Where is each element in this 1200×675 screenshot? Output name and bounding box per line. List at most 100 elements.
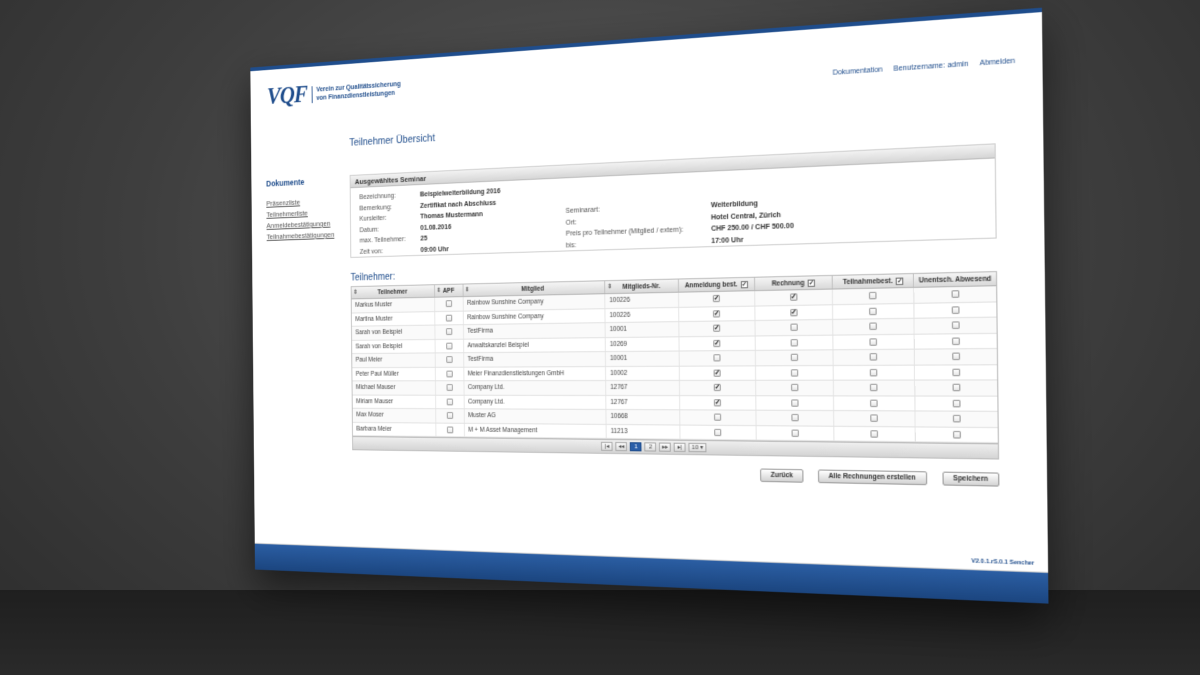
prev-page-button[interactable]: ◂◂ [615,442,628,452]
registration-confirmed-checkbox[interactable]: ✓ [713,398,721,407]
invoice-checkbox[interactable] [790,353,798,362]
sidebar-item-praesenzliste[interactable]: Präsenzliste [266,197,301,208]
registration-confirmed-checkbox[interactable] [713,354,721,362]
first-page-button[interactable]: |◂ [601,441,613,451]
sort-icon: ⇕ [353,289,358,296]
checkbox-cell [834,395,916,411]
registration-confirmed-checkbox[interactable]: ✓ [712,295,720,303]
registration-confirmed-checkbox[interactable]: ✓ [712,324,721,333]
attendance-confirmed-checkbox[interactable] [869,307,878,315]
column-header-teilnehmer[interactable]: ⇕ Teilnehmer [351,285,435,299]
attendance-confirmed-checkbox[interactable] [869,353,878,361]
last-page-button[interactable]: ▸| [673,442,686,452]
unexcused-absent-checkbox[interactable] [952,415,961,423]
invoice-checkbox[interactable]: ✓ [789,308,798,317]
page-1-button[interactable]: 1 [630,442,642,452]
seminar-label: Kursleiter: [359,215,387,223]
apf-checkbox[interactable] [446,370,453,378]
apf-checkbox[interactable] [446,384,453,392]
member-number-cell: 10001 [605,322,680,337]
checkbox-cell: ✓ [755,304,834,320]
attendance-confirmed-checkbox[interactable] [869,338,878,346]
registration-confirmed-checkbox[interactable]: ✓ [712,310,720,318]
unexcused-absent-checkbox[interactable] [951,290,959,299]
sidebar-item-anmeldebestaetigungen[interactable]: Anmeldebestätigungen [266,219,331,230]
checkbox-cell [834,365,916,380]
attendance-confirmed-checkbox[interactable] [869,292,877,300]
unexcused-absent-checkbox[interactable] [951,368,960,376]
column-label: Teilnehmer [377,288,408,296]
invoice-checkbox[interactable] [790,399,799,407]
documentation-link[interactable]: Dokumentation [832,66,883,77]
member-number-cell: 10269 [605,336,680,352]
column-header-anmeldung[interactable]: Anmeldung best. ✓ [678,277,755,292]
column-header-apf[interactable]: ⇕ APF [434,284,464,297]
sidebar-item-teilnahmebestaetigungen[interactable]: Teilnahmebestätigungen [266,230,335,242]
unexcused-absent-checkbox[interactable] [952,399,961,408]
attendance-confirmed-checkbox[interactable] [870,414,879,423]
apf-checkbox[interactable] [446,426,453,434]
member-number-cell: 12767 [606,395,681,410]
table-row[interactable]: Michael Mauser Company Ltd. 12767 ✓ [352,380,998,397]
attendance-confirmed-checkbox[interactable] [870,384,878,392]
checkbox-cell [755,365,835,380]
unexcused-absent-checkbox[interactable] [952,430,961,439]
logo-mark: VQF [266,81,308,110]
create-all-invoices-button[interactable]: Alle Rechnungen erstellen [817,469,927,486]
invoice-checkbox[interactable] [790,338,798,347]
registration-confirmed-checkbox[interactable]: ✓ [713,339,721,347]
checkbox-cell [435,367,465,381]
invoice-checkbox[interactable] [790,384,798,392]
page-size-select[interactable]: 10 ▾ [688,442,707,453]
apf-checkbox[interactable] [446,356,453,364]
page-2-button[interactable]: 2 [644,442,657,452]
save-button[interactable]: Speichern [941,471,1000,487]
sidebar-item-teilnehmerliste[interactable]: Teilnehmerliste [266,208,308,219]
apf-checkbox[interactable] [445,328,453,336]
unexcused-absent-checkbox[interactable] [951,306,960,314]
seminar-label: Zeit von: [359,248,383,256]
column-header-mitglieds-nr[interactable]: ⇕ Mitglieds-Nr. [605,279,679,294]
column-header-teilnahme[interactable]: Teilnahmebest. ✓ [833,274,915,289]
select-all-checkbox[interactable]: ✓ [807,278,815,287]
column-label: APF [442,287,455,295]
table-row[interactable]: Peter Paul Müller Meier Finanzdienstleist… [352,364,998,382]
attendance-confirmed-checkbox[interactable] [869,322,878,331]
participants-title: Teilnehmer: [350,271,396,284]
unexcused-absent-checkbox[interactable] [951,352,960,361]
attendance-confirmed-checkbox[interactable] [870,399,879,407]
apf-checkbox[interactable] [446,398,453,406]
participant-name-cell: Miriam Mauser [352,395,436,409]
invoice-checkbox[interactable] [791,429,799,437]
invoice-checkbox[interactable]: ✓ [789,293,798,302]
action-bar: Zurück Alle Rechnungen erstellen Speiche… [352,462,1000,487]
unexcused-absent-checkbox[interactable] [951,321,960,330]
back-button[interactable]: Zurück [760,468,804,483]
checkbox-cell [916,411,998,426]
invoice-checkbox[interactable] [790,369,798,377]
participant-name-cell: Barbara Meier [352,422,437,437]
apf-checkbox[interactable] [445,342,453,350]
floor-reflection [0,590,1200,675]
registration-confirmed-checkbox[interactable] [713,413,721,422]
column-header-rechnung[interactable]: Rechnung ✓ [754,275,834,291]
unexcused-absent-checkbox[interactable] [952,383,960,392]
apf-checkbox[interactable] [446,412,453,420]
invoice-checkbox[interactable] [790,323,798,332]
logout-link[interactable]: Abmelden [979,57,1016,68]
seminar-value: 09:00 Uhr [420,246,449,254]
apf-checkbox[interactable] [445,314,452,322]
registration-confirmed-checkbox[interactable]: ✓ [713,369,721,377]
apf-checkbox[interactable] [445,300,452,308]
column-header-abwesend[interactable]: Unentsch. Abwesend [914,272,996,287]
attendance-confirmed-checkbox[interactable] [870,429,879,438]
select-all-checkbox[interactable]: ✓ [895,276,904,285]
select-all-checkbox[interactable]: ✓ [740,280,748,288]
registration-confirmed-checkbox[interactable] [714,428,722,436]
invoice-checkbox[interactable] [790,414,799,422]
unexcused-absent-checkbox[interactable] [951,337,960,345]
attendance-confirmed-checkbox[interactable] [870,368,878,377]
registration-confirmed-checkbox[interactable]: ✓ [713,384,721,392]
checkbox-cell [755,350,835,365]
next-page-button[interactable]: ▸▸ [659,442,672,452]
